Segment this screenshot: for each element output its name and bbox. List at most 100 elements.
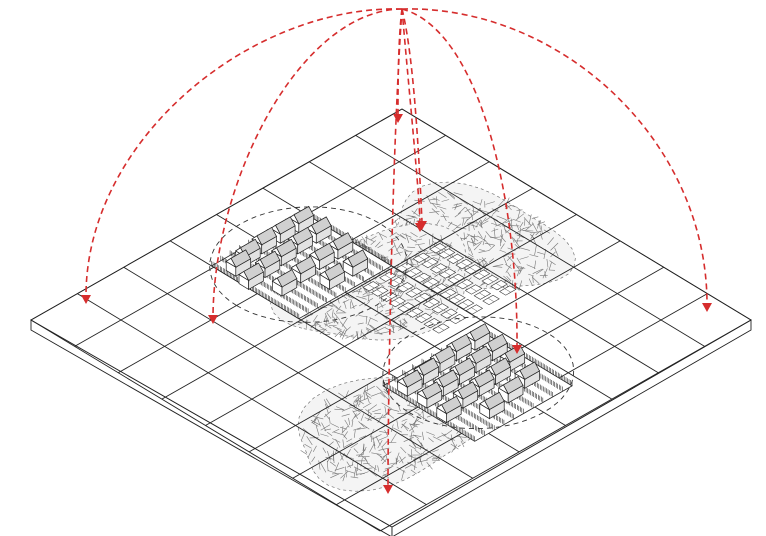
house-left-12 — [225, 249, 252, 277]
house-right-12 — [397, 369, 423, 397]
arrowhead-far-left-corner — [81, 295, 91, 304]
parking-stall-line — [487, 297, 495, 303]
arrow-grid-center-north — [401, 8, 425, 232]
house-right-14-gable — [436, 404, 448, 415]
parking-stall-line — [471, 307, 478, 312]
parking-stall-line — [462, 302, 469, 307]
house-left-15-gable — [319, 271, 331, 282]
parking-stall-line — [418, 275, 426, 280]
house-right-12-gable — [397, 377, 409, 389]
house-right-0-gable — [464, 331, 476, 343]
parking-stall-line — [367, 284, 375, 289]
house-left-10-gable — [290, 264, 302, 275]
parking-stall-line — [460, 262, 468, 267]
parking-stall-line — [410, 270, 417, 275]
arrow-grid-top — [393, 8, 403, 123]
parking-stall-line — [436, 286, 443, 291]
parking-stall-line — [453, 296, 461, 301]
house-left-15 — [319, 262, 345, 291]
dashed-circle-right — [382, 316, 575, 430]
house-left-13-gable — [238, 271, 250, 282]
parking-stall-line — [420, 315, 427, 320]
house-right-15-gable — [514, 369, 526, 381]
house-right-10 — [433, 369, 459, 397]
arrow-layer — [81, 8, 712, 494]
house-right-13 — [416, 381, 443, 409]
parking-stall-line — [410, 290, 418, 295]
parking-stall-line — [444, 271, 451, 276]
parking-stall-line — [435, 266, 442, 271]
parking-stall-line — [411, 310, 418, 315]
house-right-17-gable — [479, 400, 491, 411]
parking-stall-line — [504, 288, 511, 293]
arrow-cluster-right — [401, 8, 522, 354]
dashed-circle-layer — [209, 206, 575, 430]
house-right-6 — [429, 345, 456, 374]
arrowhead-far-right-corner — [702, 303, 712, 312]
grid-line-v-8 — [379, 319, 752, 532]
house-right-7 — [449, 357, 475, 386]
house-right-17 — [479, 391, 505, 420]
arrow-path-far-left-corner — [85, 8, 403, 297]
grid-line-u-6 — [123, 266, 473, 479]
parking-stall-line — [479, 292, 486, 297]
parking-stall-line — [402, 285, 409, 290]
arrow-far-right-corner — [401, 8, 712, 312]
cluster-layer — [210, 205, 573, 442]
house-left-7 — [254, 250, 281, 279]
parking-stall-line — [401, 265, 408, 270]
parking-stall-line — [384, 274, 392, 279]
arrowhead-grid-top — [393, 114, 403, 123]
house-left-13 — [238, 262, 264, 291]
parking-stall-line — [444, 291, 452, 296]
house-right-16-gable — [497, 384, 510, 395]
house-right-14 — [436, 395, 462, 424]
house-right-11-gable — [452, 389, 464, 401]
dashed-circle-left — [209, 206, 408, 323]
parking-stall-line — [402, 305, 410, 310]
parking-stall-line — [495, 283, 503, 288]
house-left-9 — [309, 242, 335, 271]
house-left-11-gable — [271, 277, 283, 288]
house-left-8-gable — [327, 240, 339, 252]
parking-stall-line — [445, 311, 453, 316]
parking-stall-line — [418, 255, 425, 260]
parking-stall-line — [478, 272, 485, 277]
house-left-2 — [270, 216, 296, 244]
arrow-path-cluster-left — [212, 8, 403, 317]
parking-stall-line — [376, 289, 384, 294]
parking-stall-line — [394, 300, 401, 305]
parking-stall-line — [419, 295, 426, 300]
parking-stall-line — [452, 256, 459, 261]
arrowhead-cluster-right — [512, 345, 522, 354]
parking-stall-line — [443, 251, 450, 256]
parking-stall-line — [461, 282, 469, 287]
parking-stall-line — [427, 281, 434, 286]
house-left-9-gable — [309, 251, 321, 262]
parking-area — [362, 243, 517, 334]
arrow-far-left-corner — [81, 8, 403, 304]
arrowhead-cluster-left — [208, 315, 218, 324]
parking-stall-line — [428, 301, 435, 306]
arrowhead-grid-bottom — [383, 485, 393, 494]
parking-stall-line — [487, 277, 494, 282]
house-left-0-gable — [288, 214, 300, 225]
parking-stall-line — [434, 246, 442, 251]
house-right-13-gable — [416, 389, 428, 401]
house-left-2-gable — [270, 224, 282, 236]
parking-stall-line — [470, 287, 477, 292]
cluster-left — [210, 205, 393, 320]
arrowhead-grid-center-north — [415, 223, 425, 232]
parking-stall-line — [469, 267, 477, 272]
house-left-10 — [290, 256, 316, 284]
parking-stall-line — [429, 321, 436, 326]
house-left-11 — [271, 269, 298, 297]
house-left-14-gable — [342, 257, 354, 269]
arrow-path-grid-bottom — [387, 8, 403, 487]
parking-stall-line — [452, 276, 460, 281]
parking-stall-line — [385, 294, 392, 299]
arrow-path-cluster-right — [401, 8, 518, 347]
grid-line-u-7 — [77, 293, 427, 506]
house-right-1 — [482, 333, 508, 362]
